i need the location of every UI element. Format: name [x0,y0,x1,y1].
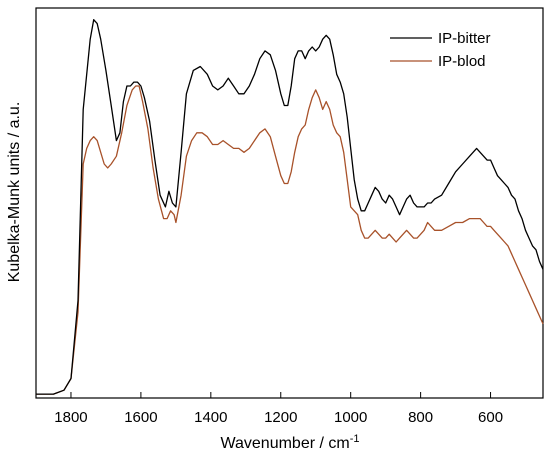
x-tick-label-1000: 1000 [334,409,367,426]
legend-label-ip-bitter: IP-bitter [438,30,491,47]
x-tick-label-1400: 1400 [194,409,227,426]
legend: IP-bitter IP-blod [390,30,491,70]
x-axis-title-superscript: -1 [350,433,360,445]
x-tick-label-600: 600 [478,409,503,426]
plot-frame [35,7,544,399]
series-layer [36,19,544,395]
x-axis-tick-labels: 1800 1600 1400 1200 1000 800 600 [54,409,503,426]
legend-label-ip-blod: IP-blod [438,53,486,70]
series-line-ip-bitter [36,19,544,395]
x-tick-label-1200: 1200 [264,409,297,426]
series-line-ip-blod [36,85,544,395]
x-tick-label-800: 800 [408,409,433,426]
y-axis-title: Kubelka-Munk units / a.u. [6,102,23,283]
x-axis-title: Wavenumber / cm-1 [221,433,360,452]
x-tick-label-1600: 1600 [124,409,157,426]
x-tick-label-1800: 1800 [54,409,87,426]
x-axis-ticks [70,392,492,398]
x-axis-title-text: Wavenumber / cm [221,435,350,452]
